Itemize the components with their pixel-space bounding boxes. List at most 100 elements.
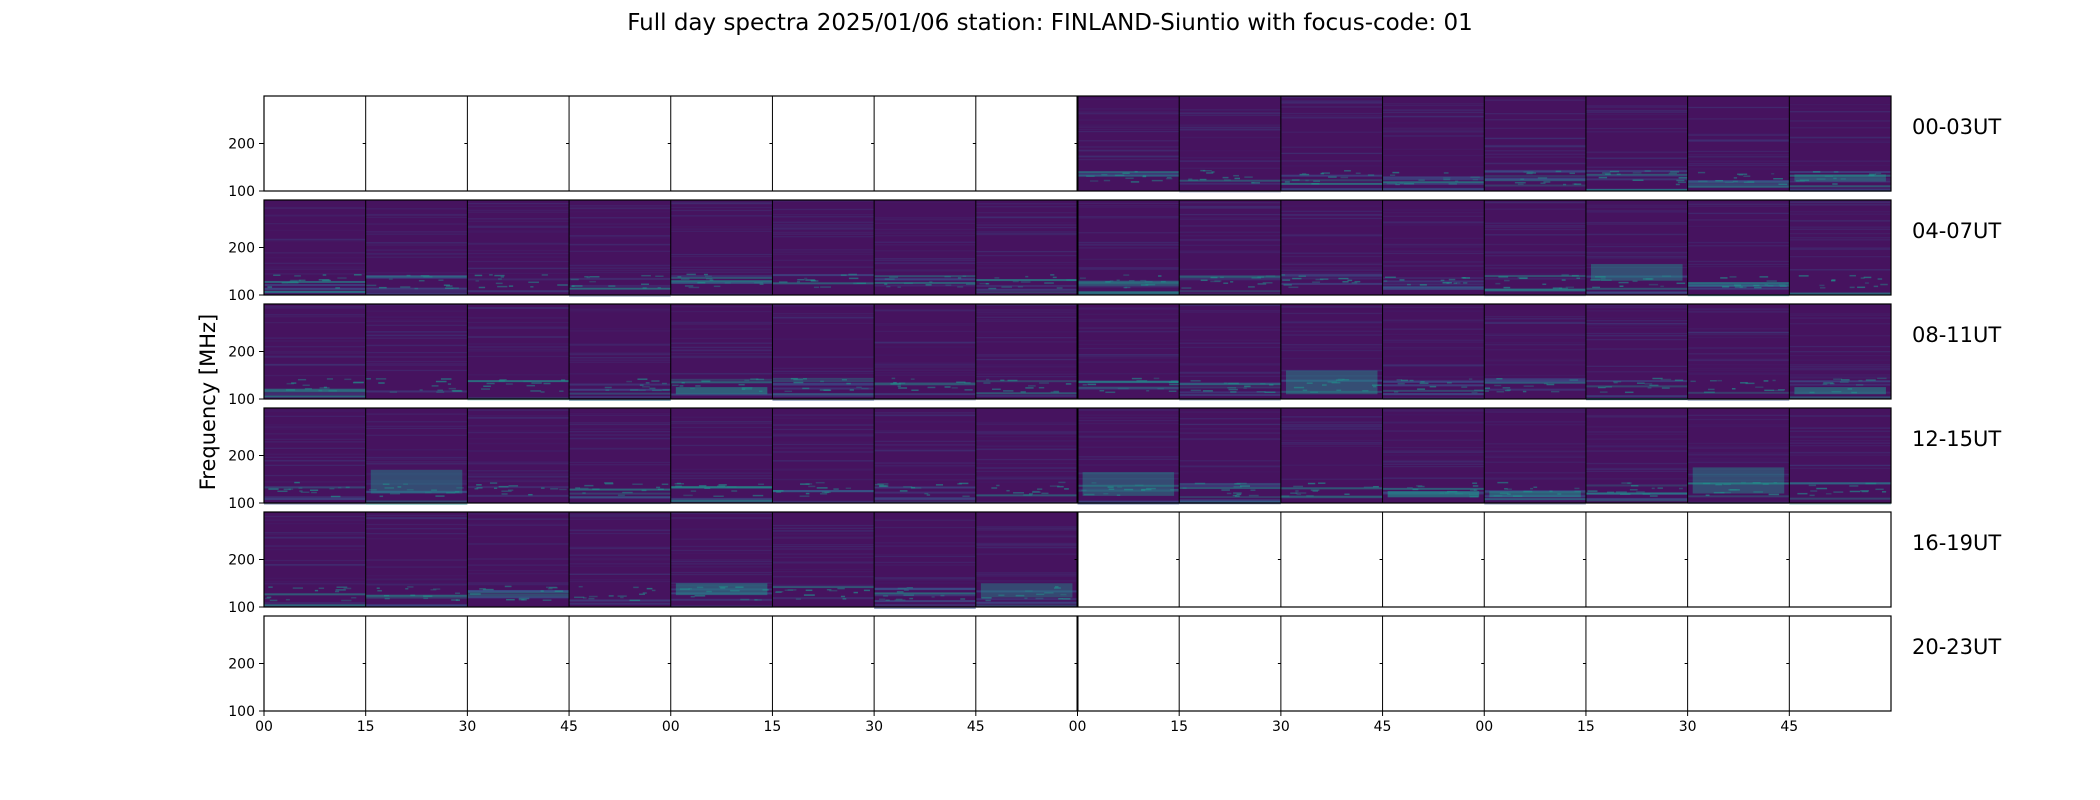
spectrum-line bbox=[1280, 101, 1383, 104]
spectrum-line bbox=[1280, 112, 1383, 115]
spectrum-line bbox=[365, 320, 468, 323]
spectrum-speckle bbox=[884, 283, 888, 285]
spectrum-speckle bbox=[1091, 482, 1097, 484]
spectrum-line bbox=[467, 307, 570, 310]
spectrum-line bbox=[1280, 321, 1383, 323]
spectrum-line bbox=[1484, 333, 1586, 335]
spectrum-speckle bbox=[1125, 177, 1134, 179]
spectrum-speckle bbox=[731, 490, 738, 492]
spectrum-line bbox=[1382, 439, 1485, 441]
spectrum-line bbox=[365, 413, 468, 415]
spectrum-speckle bbox=[1035, 597, 1044, 600]
spectrum-line bbox=[1585, 332, 1688, 335]
spectrum-line bbox=[772, 231, 875, 233]
spectrum-line bbox=[365, 362, 468, 365]
empty-panel bbox=[874, 616, 976, 711]
spectrum-speckle bbox=[530, 286, 534, 288]
spectrum-speckle bbox=[549, 586, 558, 589]
spectrum-line bbox=[772, 233, 875, 235]
spectrum-speckle bbox=[1363, 486, 1374, 488]
spectrum-line bbox=[569, 344, 671, 346]
spectrum-line bbox=[772, 387, 875, 390]
spectrum-line bbox=[670, 497, 773, 500]
spectrum-speckle bbox=[501, 493, 508, 495]
spectrum-speckle bbox=[1220, 276, 1224, 279]
spectrum-line bbox=[772, 561, 875, 563]
spectrum-line bbox=[975, 366, 1078, 368]
spectrum-line bbox=[1280, 274, 1383, 277]
spectrum-line bbox=[1077, 373, 1180, 375]
spectrum-speckle bbox=[1629, 489, 1638, 491]
spectrum-speckle bbox=[540, 487, 545, 489]
spectrum-line bbox=[264, 238, 366, 241]
spectrum-line bbox=[264, 486, 366, 489]
spectrum-line bbox=[670, 305, 773, 308]
x-tick-label: 15 bbox=[1577, 719, 1595, 735]
spectrum-line bbox=[1687, 373, 1790, 375]
spectrum-line bbox=[467, 336, 570, 338]
spectrum-speckle bbox=[1729, 276, 1737, 278]
spectrum-speckle bbox=[1256, 390, 1266, 393]
spectrum-speckle bbox=[1395, 183, 1400, 186]
spectrum-line bbox=[670, 310, 773, 313]
spectrum-line bbox=[569, 554, 671, 556]
spectrum-speckle bbox=[1311, 182, 1320, 185]
spectrum-line bbox=[874, 497, 976, 500]
spectrum-speckle bbox=[1494, 384, 1502, 387]
spectrum-line bbox=[1280, 370, 1383, 372]
spectrum-line bbox=[569, 547, 671, 549]
spectrum-line bbox=[1280, 160, 1383, 162]
spectrum-line bbox=[1484, 410, 1586, 412]
spectrum-line bbox=[1687, 414, 1790, 416]
spectrum-speckle bbox=[1108, 488, 1115, 490]
spectrum-line bbox=[1687, 333, 1790, 335]
spectrum-line bbox=[1280, 435, 1383, 437]
spectrum-line bbox=[264, 532, 366, 534]
empty-panel bbox=[975, 96, 1078, 191]
spectrum-line bbox=[670, 538, 773, 540]
spectrum-line bbox=[1484, 252, 1586, 254]
spectrum-line bbox=[1077, 126, 1180, 128]
spectrum-line bbox=[1484, 267, 1586, 269]
spectrum-speckle bbox=[476, 487, 483, 489]
spectrum-speckle bbox=[1676, 179, 1685, 182]
spectrum-line bbox=[874, 257, 976, 260]
spectrum-speckle bbox=[1136, 380, 1148, 382]
spectrum-line bbox=[467, 476, 570, 478]
spectrum-line bbox=[1280, 306, 1383, 308]
spectrum-line bbox=[670, 581, 773, 584]
spectrum-speckle bbox=[1849, 485, 1859, 487]
spectrum-speckle bbox=[1200, 279, 1208, 282]
spectrum-line bbox=[1585, 243, 1688, 245]
spectrum-line bbox=[1484, 337, 1586, 339]
spectrum-line bbox=[569, 396, 671, 399]
spectrum-line bbox=[1179, 372, 1281, 374]
spectrum-line bbox=[1382, 224, 1485, 226]
spectrum-line bbox=[670, 549, 773, 552]
spectrum-line bbox=[1382, 422, 1485, 424]
spectrum-line bbox=[1585, 255, 1688, 258]
spectrum-panel bbox=[365, 408, 468, 503]
spectrum-line bbox=[264, 593, 366, 596]
spectrum-panel bbox=[1077, 408, 1180, 503]
spectrum-line bbox=[1687, 359, 1790, 362]
spectrum-speckle bbox=[589, 276, 600, 278]
spectrum-speckle bbox=[675, 485, 682, 487]
spectrum-line bbox=[264, 340, 366, 342]
spectrum-speckle bbox=[998, 594, 1005, 597]
spectrum-line bbox=[1687, 473, 1790, 475]
spectrum-speckle bbox=[1523, 385, 1534, 387]
spectrum-line bbox=[772, 282, 875, 285]
spectrum-line bbox=[467, 535, 570, 538]
spectrum-line bbox=[772, 500, 875, 503]
spectrum-speckle bbox=[1044, 282, 1054, 284]
spectrum-line bbox=[365, 233, 468, 235]
empty-panel bbox=[1382, 616, 1485, 711]
spectrum-line bbox=[1077, 307, 1180, 309]
spectrum-speckle bbox=[1743, 175, 1751, 177]
spectrum-line bbox=[975, 448, 1078, 450]
spectrum-line bbox=[467, 584, 570, 586]
spectrum-speckle bbox=[1281, 274, 1286, 276]
spectrum-speckle bbox=[1044, 592, 1054, 594]
spectrum-line bbox=[874, 519, 976, 521]
